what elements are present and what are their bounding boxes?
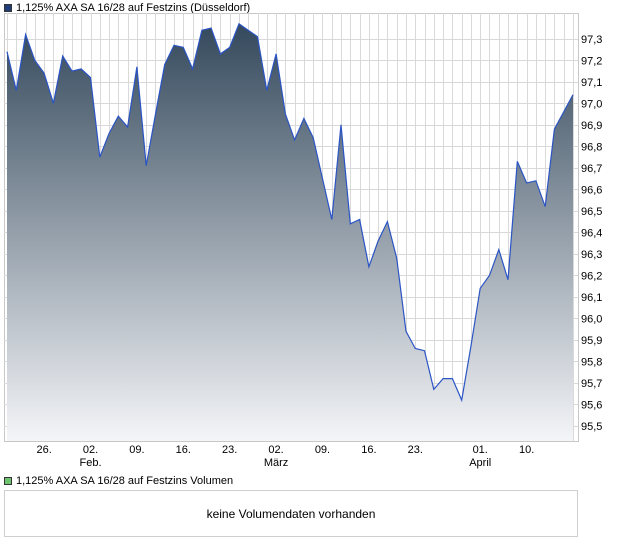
x-tick-label: 09. [129,444,144,456]
y-tick-label: 97,1 [581,77,602,89]
y-tick-label: 96,2 [581,270,602,282]
y-tick-label: 95,9 [581,335,602,347]
x-tick-label: 02. [83,444,98,456]
x-tick-label: 16. [176,444,191,456]
price-legend: 1,125% AXA SA 16/28 auf Festzins (Düssel… [4,1,250,15]
price-legend-swatch [4,4,12,12]
price-line [6,22,574,403]
y-tick-label: 96,0 [581,313,602,325]
y-tick-label: 97,3 [581,34,602,46]
y-tick-label: 97,0 [581,98,602,110]
y-tick-label: 96,9 [581,120,602,132]
y-tick-label: 95,6 [581,399,602,411]
y-tick-label: 96,1 [581,292,602,304]
x-month-label: März [264,457,288,469]
x-tick-label: 16. [361,444,376,456]
volume-legend: 1,125% AXA SA 16/28 auf Festzins Volumen [4,474,233,488]
volume-legend-label: 1,125% AXA SA 16/28 auf Festzins Volumen [16,475,234,487]
y-tick-label: 96,8 [581,141,602,153]
x-tick-label: 23. [222,444,237,456]
y-axis: 97,3 97,2 97,1 97,0 96,9 96,8 96,7 96,6 96,5 96,4… [581,34,602,433]
x-month-label: Feb. [80,457,102,469]
x-tick-label: 02. [268,444,283,456]
y-tick-label: 96,4 [581,227,602,239]
y-tick-label: 96,7 [581,163,602,175]
x-tick-label: 10. [519,444,534,456]
x-month-label: April [469,457,491,469]
x-tick-label: 23. [408,444,423,456]
y-tick-label: 95,5 [581,421,602,433]
y-tick-label: 95,8 [581,356,602,368]
volume-legend-swatch [4,477,12,485]
x-tick-label: 01. [473,444,488,456]
volume-empty-message: keine Volumendaten vorhanden [206,506,376,521]
y-tick-label: 95,7 [581,378,602,390]
y-tick-label: 96,6 [581,184,602,196]
price-chart: 97,3 97,2 97,1 97,0 96,9 96,8 96,7 96,6 96,5 96,4… [4,13,602,469]
volume-panel: keine Volumendaten vorhanden [4,490,578,537]
x-tick-label: 26. [36,444,51,456]
x-tick-label: 09. [315,444,330,456]
price-legend-label: 1,125% AXA SA 16/28 auf Festzins (Düssel… [16,2,251,14]
y-tick-label: 96,5 [581,206,602,218]
y-tick-label: 96,3 [581,249,602,261]
y-tick-label: 97,2 [581,55,602,67]
price-area [7,23,573,442]
